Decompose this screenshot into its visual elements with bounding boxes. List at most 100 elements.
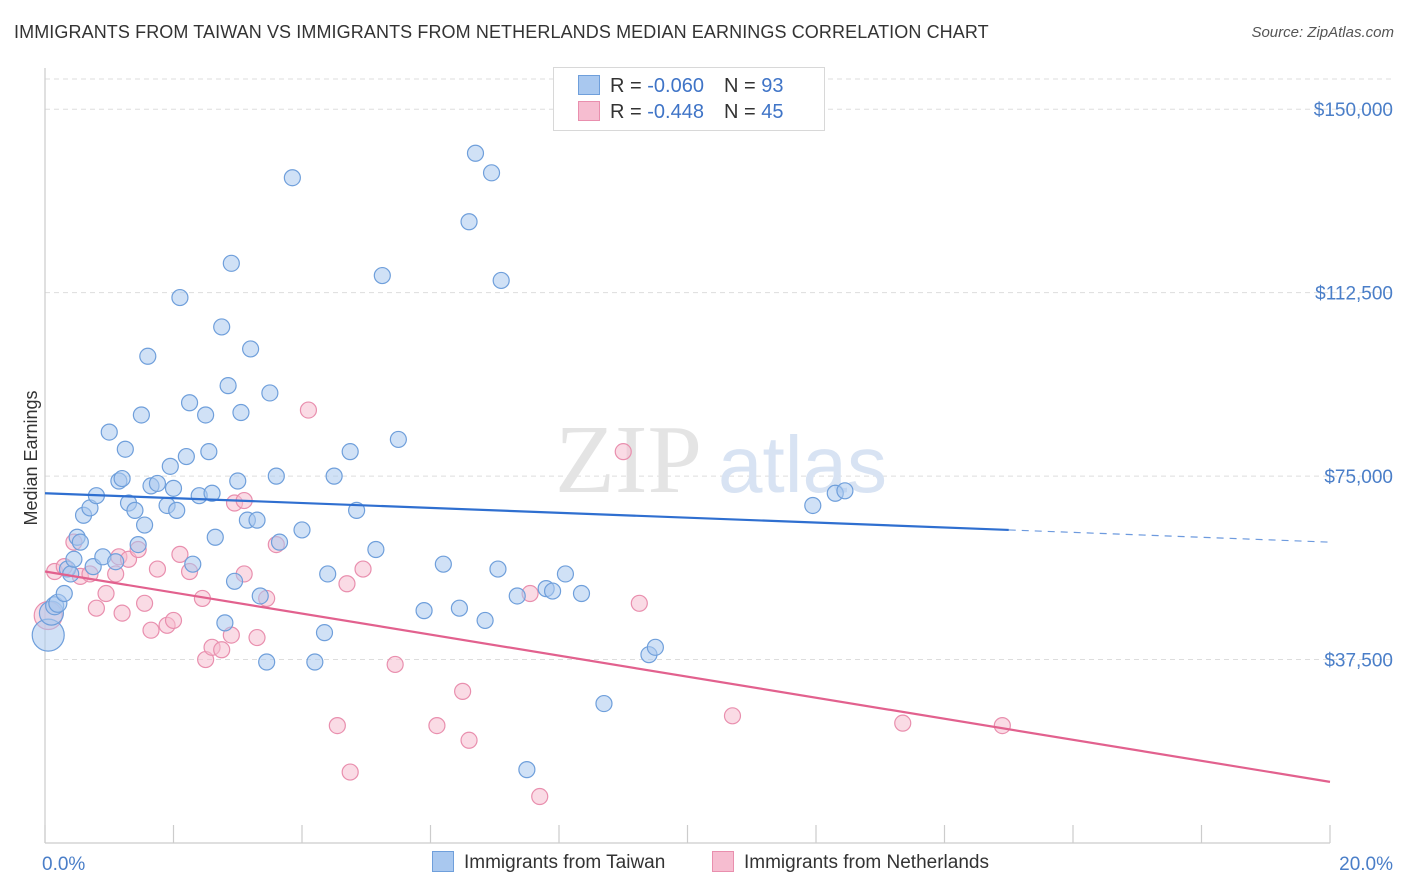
legend-row-taiwan: R = -0.060 N = 93	[578, 75, 783, 101]
taiwan-point	[116, 440, 134, 458]
y-tick-label: $112,500	[1315, 284, 1393, 305]
taiwan-point	[180, 394, 199, 412]
taiwan-point	[203, 484, 221, 502]
netherlands-swatch	[578, 101, 600, 121]
legend-item-label: Immigrants from Netherlands	[744, 852, 989, 873]
taiwan-point	[315, 624, 334, 642]
netherlands-point	[630, 594, 648, 612]
taiwan-point	[341, 443, 359, 461]
taiwan-point	[200, 443, 218, 461]
watermark-zip: ZIP	[555, 406, 702, 514]
netherlands-point	[338, 575, 356, 593]
taiwan-point	[213, 318, 231, 336]
netherlands-point	[723, 707, 742, 725]
axes	[44, 68, 1331, 844]
taiwan-point	[373, 266, 391, 285]
taiwan-point	[251, 587, 269, 605]
taiwan-point	[206, 528, 224, 546]
legend-item-label: Immigrants from Taiwan	[464, 852, 666, 873]
taiwan-point	[242, 340, 260, 358]
x-tick-label-min: 0.0%	[42, 854, 85, 875]
netherlands-point	[142, 621, 160, 639]
taiwan-point	[132, 406, 150, 424]
taiwan-point	[216, 614, 234, 632]
taiwan-point	[389, 430, 407, 449]
source-label: Source: ZipAtlas.com	[1251, 24, 1394, 41]
taiwan-point	[450, 599, 469, 617]
taiwan-swatch	[432, 851, 454, 872]
taiwan-point	[306, 653, 324, 671]
taiwan-point	[229, 472, 247, 490]
taiwan-point	[270, 533, 289, 551]
taiwan-point	[572, 584, 591, 603]
taiwan-point	[197, 406, 215, 424]
taiwan-point	[225, 572, 244, 590]
taiwan-point	[836, 482, 854, 500]
chart-title: IMMIGRANTS FROM TAIWAN VS IMMIGRANTS FRO…	[14, 22, 989, 42]
taiwan-point	[139, 347, 157, 365]
taiwan-point	[171, 288, 189, 307]
taiwan-swatch	[578, 75, 600, 95]
y-axis-label: Median Earnings	[21, 390, 41, 525]
taiwan-point	[248, 511, 266, 529]
taiwan-point	[267, 467, 285, 485]
series-taiwan	[31, 144, 854, 779]
netherlands-point	[171, 545, 189, 563]
netherlands-point	[97, 584, 115, 603]
taiwan-point	[293, 521, 311, 539]
netherlands-point	[87, 599, 106, 617]
taiwan-point	[543, 582, 562, 600]
y-tick-label: $37,500	[1324, 651, 1393, 672]
taiwan-point	[804, 496, 822, 515]
taiwan-point	[219, 377, 237, 395]
taiwan-point	[168, 501, 186, 519]
taiwan-point	[489, 560, 507, 578]
taiwan-trend-extension	[1008, 529, 1331, 543]
taiwan-point	[646, 638, 664, 656]
taiwan-point	[261, 384, 279, 402]
netherlands-point	[341, 763, 359, 781]
legend-row-netherlands: R = -0.448 N = 45	[578, 101, 783, 127]
netherlands-point	[531, 787, 549, 806]
legend-item-netherlands: Immigrants from Netherlands	[712, 851, 989, 874]
taiwan-point	[415, 602, 433, 620]
netherlands-point	[460, 731, 478, 749]
taiwan-point	[65, 550, 83, 568]
netherlands-point	[135, 594, 154, 612]
taiwan-point	[161, 457, 179, 475]
netherlands-point	[993, 716, 1011, 735]
netherlands-point	[148, 560, 167, 578]
taiwan-point	[100, 423, 118, 441]
netherlands-point	[894, 714, 912, 732]
correlation-legend: R = -0.060 N = 93 R = -0.448 N = 45	[553, 67, 825, 131]
netherlands-point	[386, 655, 404, 674]
legend-r-value: -0.060	[647, 75, 704, 97]
taiwan-point	[129, 536, 147, 554]
taiwan-point	[348, 501, 366, 519]
x-tick-label-max: 20.0%	[1339, 854, 1393, 875]
y-tick-label: $150,000	[1314, 100, 1393, 121]
netherlands-point	[354, 560, 372, 578]
taiwan-point	[482, 164, 501, 182]
taiwan-point	[283, 169, 301, 187]
watermark-atlas: atlas	[718, 420, 887, 509]
taiwan-point	[55, 584, 73, 603]
legend-item-taiwan: Immigrants from Taiwan	[432, 851, 665, 874]
netherlands-swatch	[712, 851, 734, 872]
taiwan-point	[71, 533, 89, 551]
legend-r-label: R =	[610, 101, 648, 123]
taiwan-point	[258, 653, 276, 671]
taiwan-point	[107, 553, 125, 571]
netherlands-point	[299, 401, 318, 419]
legend-n-value: 93	[761, 75, 784, 97]
taiwan-point	[177, 447, 195, 466]
netherlands-point	[164, 611, 183, 630]
netherlands-point	[454, 682, 472, 700]
taiwan-point	[148, 474, 167, 493]
netherlands-point	[428, 716, 446, 735]
taiwan-point	[476, 611, 494, 630]
taiwan-point	[595, 694, 613, 713]
y-tick-label: $75,000	[1324, 467, 1393, 488]
taiwan-point	[126, 501, 144, 519]
